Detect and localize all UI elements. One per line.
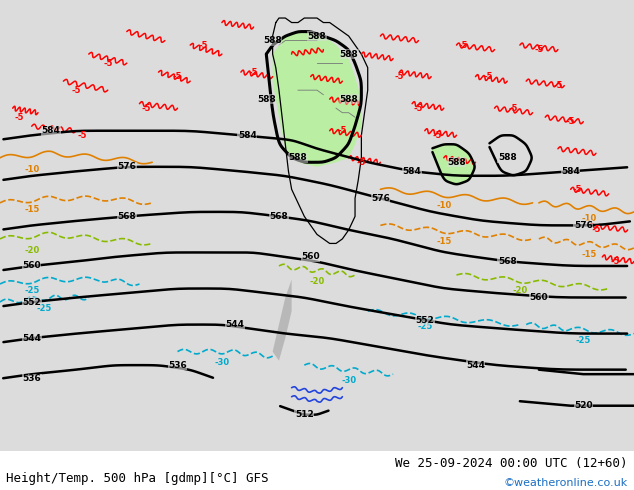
Text: 552: 552	[415, 316, 434, 324]
Text: -5: -5	[395, 72, 404, 81]
Text: 536: 536	[168, 361, 187, 369]
Text: -5: -5	[573, 185, 581, 194]
Text: 520: 520	[574, 401, 593, 410]
Text: -5: -5	[357, 158, 366, 167]
Text: -25: -25	[417, 322, 432, 331]
Polygon shape	[431, 144, 476, 185]
Text: -10: -10	[24, 165, 39, 173]
Text: 560: 560	[529, 293, 548, 302]
Text: 588: 588	[447, 158, 466, 167]
Polygon shape	[273, 279, 292, 361]
Text: Height/Temp. 500 hPa [gdmp][°C] GFS: Height/Temp. 500 hPa [gdmp][°C] GFS	[6, 472, 269, 485]
Text: -5: -5	[103, 59, 112, 68]
Text: -5: -5	[198, 41, 207, 49]
Text: 584: 584	[41, 126, 60, 135]
Text: 544: 544	[22, 334, 41, 343]
Text: 588: 588	[288, 153, 307, 162]
Text: 560: 560	[301, 252, 320, 262]
Text: -5: -5	[592, 225, 600, 234]
Text: 544: 544	[225, 320, 244, 329]
Text: 588: 588	[263, 36, 282, 45]
Text: -10: -10	[582, 214, 597, 223]
Text: 588: 588	[307, 31, 327, 41]
Text: -5: -5	[553, 81, 562, 90]
Text: -5: -5	[509, 104, 518, 113]
Text: 512: 512	[295, 410, 314, 419]
Text: -5: -5	[338, 126, 347, 135]
Text: 552: 552	[22, 297, 41, 307]
Text: -25: -25	[37, 304, 52, 313]
Text: -5: -5	[173, 72, 182, 81]
Text: -5: -5	[433, 131, 442, 140]
Text: 560: 560	[22, 262, 41, 270]
Text: -5: -5	[15, 113, 23, 122]
Text: -5: -5	[484, 72, 493, 81]
Text: 588: 588	[339, 95, 358, 104]
Text: -5: -5	[72, 86, 81, 95]
Text: 588: 588	[339, 49, 358, 59]
Text: -5: -5	[458, 41, 467, 49]
Text: -20: -20	[24, 245, 39, 255]
Text: -5: -5	[566, 117, 575, 126]
Text: 588: 588	[498, 153, 517, 162]
Text: -15: -15	[24, 205, 39, 214]
Text: -5: -5	[611, 257, 619, 266]
Text: 584: 584	[403, 167, 422, 176]
Text: 536: 536	[22, 374, 41, 383]
Text: -15: -15	[436, 237, 451, 245]
Text: 568: 568	[498, 257, 517, 266]
Text: 544: 544	[466, 361, 485, 369]
Text: 588: 588	[257, 95, 276, 104]
Text: -20: -20	[309, 277, 325, 286]
Polygon shape	[273, 31, 361, 167]
Text: ©weatheronline.co.uk: ©weatheronline.co.uk	[503, 478, 628, 488]
Text: 576: 576	[574, 221, 593, 230]
Text: 584: 584	[561, 167, 580, 176]
Text: 584: 584	[238, 131, 257, 140]
Text: We 25-09-2024 00:00 UTC (12+60): We 25-09-2024 00:00 UTC (12+60)	[395, 457, 628, 470]
Text: -5: -5	[78, 131, 87, 140]
Text: 568: 568	[117, 212, 136, 221]
Text: -5: -5	[534, 45, 543, 54]
Text: 576: 576	[117, 162, 136, 171]
Text: -5: -5	[414, 104, 423, 113]
Text: -10: -10	[436, 200, 451, 210]
Text: -30: -30	[341, 376, 356, 386]
Text: -5: -5	[249, 68, 258, 76]
Text: -20: -20	[512, 286, 527, 295]
Text: 568: 568	[269, 212, 288, 221]
Text: -25: -25	[576, 336, 591, 345]
Text: -25: -25	[24, 286, 39, 295]
Text: -30: -30	[214, 358, 230, 368]
Text: 576: 576	[371, 194, 390, 203]
Text: -15: -15	[582, 250, 597, 259]
Text: -5: -5	[141, 104, 150, 113]
